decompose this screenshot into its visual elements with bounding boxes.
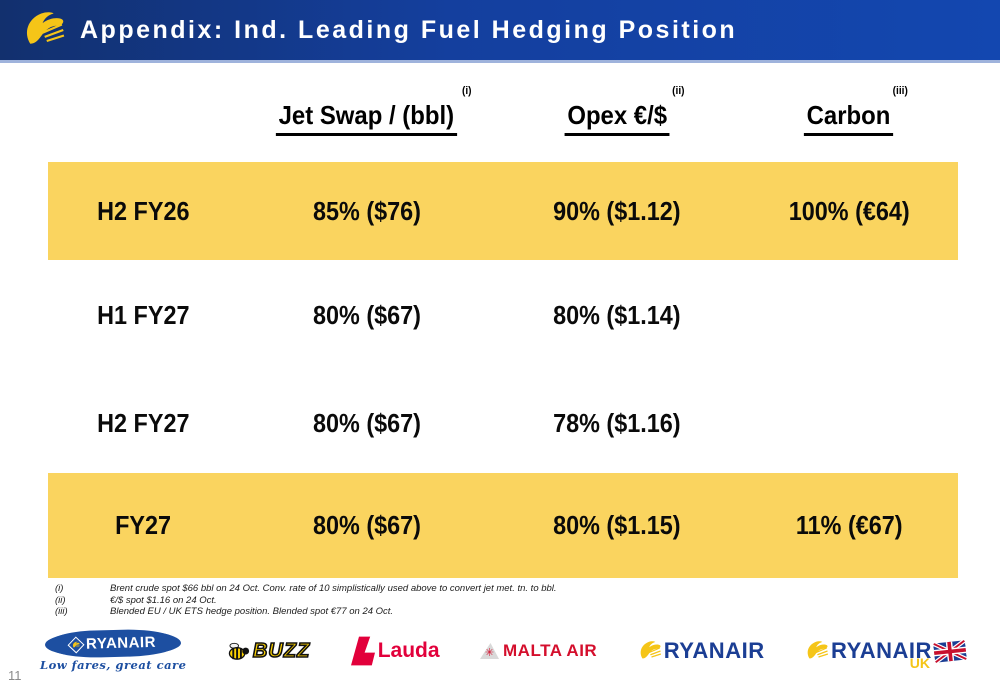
carbon-value: 11% (€67) (795, 510, 903, 540)
opex-value: 80% ($1.14) (552, 299, 681, 330)
row-period-cell: H2 FY26 (48, 196, 239, 227)
footnote-text: €/$ spot $1.16 on 24 Oct. (110, 594, 217, 606)
lauda-l-icon (351, 636, 375, 666)
jet-swap-value: 80% ($67) (312, 510, 421, 540)
footnote-iii: (iii) Blended EU / UK ETS hedge position… (55, 606, 935, 618)
union-jack-icon (933, 639, 967, 663)
opex-value: 90% ($1.12) (552, 195, 681, 226)
maltese-cross-fin-icon: ✳ (480, 643, 500, 659)
logo-buzz: BUZZ (227, 639, 311, 663)
footnote-ref: (i) (55, 583, 64, 594)
jet-swap-cell: 80% ($67) (239, 510, 494, 541)
uk-sub-label: UK (909, 655, 930, 671)
opex-cell: 78% ($1.16) (494, 408, 740, 439)
header-bar: Appendix: Ind. Leading Fuel Hedging Posi… (0, 0, 1000, 63)
column-label: Jet Swap / (bbl) (i) (276, 85, 472, 136)
period-label: H2 FY27 (97, 407, 190, 438)
logo-malta-air: ✳ MALTA AIR (480, 641, 597, 661)
column-label-text: Carbon (806, 100, 891, 130)
opex-cell: 80% ($1.14) (494, 300, 740, 331)
ryanair-harp-icon (638, 639, 662, 663)
footnote-ref-ii: (ii) (671, 85, 685, 97)
brand-wordmark: MALTA AIR (503, 641, 598, 660)
brush-stroke-shape: RYANAIR (46, 628, 180, 659)
ryanair-harp-icon (805, 639, 829, 663)
logo-ryanair-uk: RYANAIR UK (805, 638, 967, 671)
brand-wordmark: RYANAIR (831, 638, 932, 663)
period-label: H2 FY26 (97, 195, 190, 226)
ryanair-harp-icon (22, 8, 66, 52)
brand-wordmark: BUZZ (252, 639, 311, 663)
period-label: H1 FY27 (97, 299, 190, 330)
footnote-text: Blended EU / UK ETS hedge position. Blen… (110, 606, 394, 617)
table-row-h2fy26: H2 FY26 85% ($76) 90% ($1.12) 100% (€64) (48, 162, 958, 260)
table-column-headers: Jet Swap / (bbl) (i) Opex €/$ (ii) Carbon(… (48, 85, 958, 140)
jet-swap-value: 80% ($67) (312, 299, 421, 330)
table-row-fy27: FY27 80% ($67) 80% ($1.15) 11% (€67) (48, 473, 958, 578)
row-period-cell: H1 FY27 (48, 300, 239, 331)
opex-cell: 90% ($1.12) (494, 196, 740, 227)
opex-value: 80% ($1.15) (552, 510, 681, 540)
footnote-ref-i: (i) (462, 85, 472, 97)
column-label: Opex €/$ (ii) (564, 85, 684, 136)
bee-icon (227, 641, 251, 662)
column-label-text: Opex €/$ (566, 100, 667, 130)
footer-brand-strip: RYANAIR Low fares, great care BUZZ Lauda… (0, 625, 1000, 677)
row-period-cell: H2 FY27 (48, 408, 239, 439)
logo-lauda: Lauda (351, 636, 440, 666)
brand-tagline: Low fares, great care (40, 658, 187, 672)
brand-wordmark: RYANAIR (86, 633, 157, 653)
footnote-ii: (ii) €/$ spot $1.16 on 24 Oct. (55, 595, 935, 607)
footnote-text: Brent crude spot $66 bbl on 24 Oct. Conv… (110, 583, 557, 594)
column-label: Carbon (iii) (804, 85, 908, 136)
period-label: FY27 (115, 510, 172, 540)
table-row-h1fy27: H1 FY27 80% ($67) 80% ($1.14) (48, 270, 958, 360)
table-row-h2fy27: H2 FY27 80% ($67) 78% ($1.16) (48, 378, 958, 468)
jet-swap-value: 80% ($67) (312, 407, 421, 438)
page-title: Appendix: Ind. Leading Fuel Hedging Posi… (80, 15, 738, 44)
footnote-i: (i) Brent crude spot $66 bbl on 24 Oct. … (55, 583, 935, 595)
jet-swap-cell: 85% ($76) (239, 196, 494, 227)
footnotes: (i) Brent crude spot $66 bbl on 24 Oct. … (55, 583, 935, 618)
harp-emblem-icon (67, 635, 85, 653)
carbon-value: 100% (€64) (788, 195, 910, 226)
jet-swap-value: 85% ($76) (312, 195, 421, 226)
brand-wordmark: RYANAIR (663, 638, 765, 663)
footnote-ref-iii: (iii) (892, 85, 909, 97)
jet-swap-cell: 80% ($67) (239, 408, 494, 439)
footnote-ref: (ii) (55, 594, 66, 606)
brand-wordmark: Lauda (377, 639, 440, 662)
carbon-cell: 100% (€64) (740, 196, 958, 227)
maltese-cross-glyph: ✳ (484, 646, 495, 659)
column-header-jet-swap: Jet Swap / (bbl) (i) (239, 85, 494, 140)
opex-value: 78% ($1.16) (552, 407, 681, 438)
logo-ryanair: RYANAIR (638, 638, 765, 664)
logo-ryanair-low-fares: RYANAIR Low fares, great care (40, 628, 187, 672)
carbon-cell: 11% (€67) (740, 510, 958, 541)
footnote-ref: (iii) (55, 606, 68, 617)
opex-cell: 80% ($1.15) (494, 510, 740, 541)
column-header-carbon: Carbon (iii) (740, 85, 958, 140)
row-period-cell: FY27 (48, 510, 239, 541)
column-header-opex: Opex €/$ (ii) (494, 85, 740, 140)
jet-swap-cell: 80% ($67) (239, 300, 494, 331)
column-header-spacer (48, 96, 239, 140)
column-label-text: Jet Swap / (bbl) (278, 100, 455, 130)
page-number: 11 (8, 668, 22, 683)
